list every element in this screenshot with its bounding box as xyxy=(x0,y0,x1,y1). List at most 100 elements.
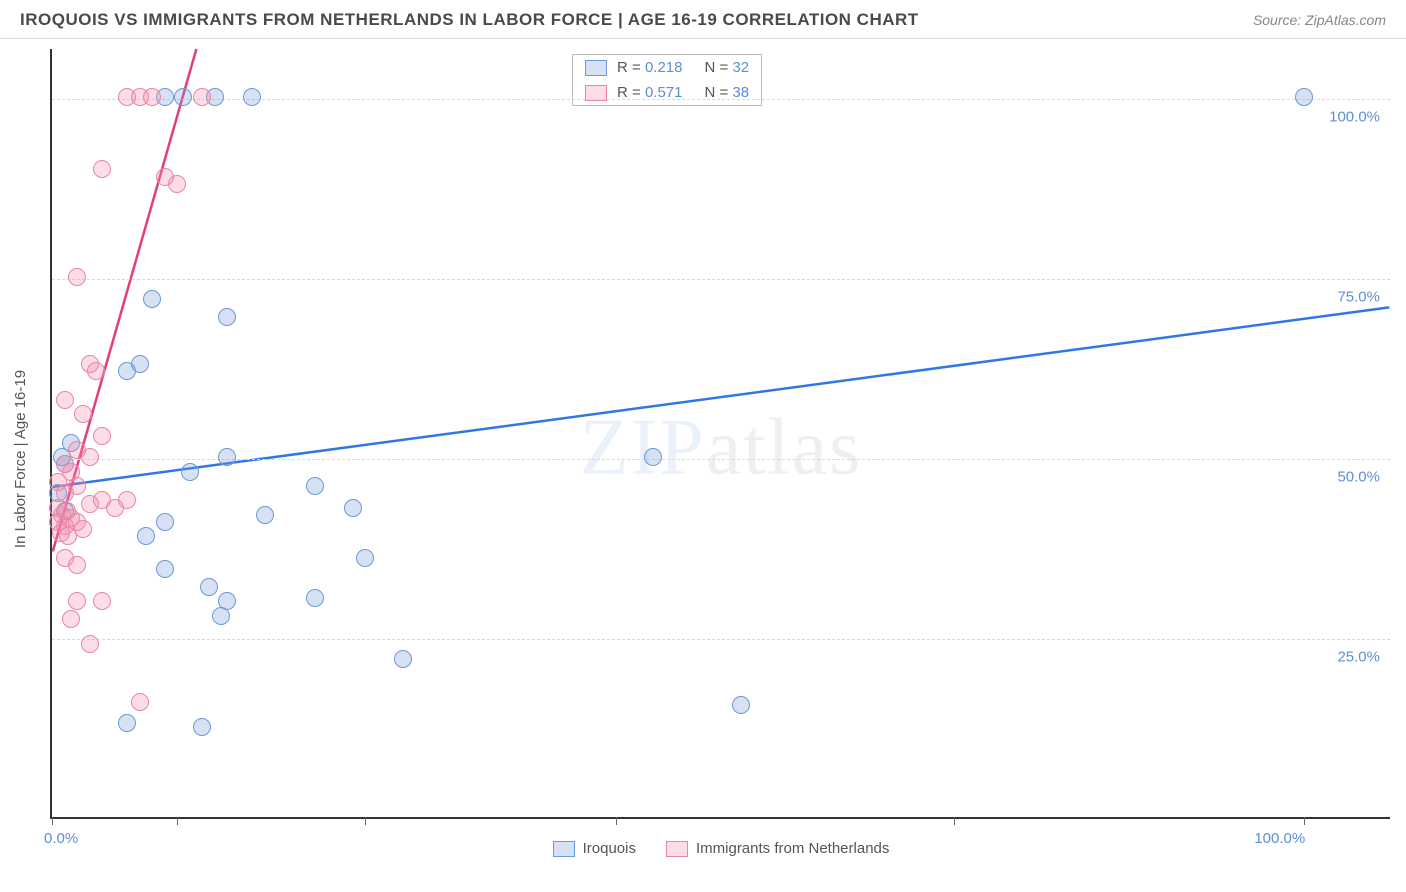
data-point xyxy=(243,88,261,106)
trend-lines xyxy=(52,49,1390,817)
chart-container: In Labor Force | Age 16-19 ZIPatlas R = … xyxy=(0,39,1406,889)
data-point xyxy=(143,290,161,308)
data-point xyxy=(118,362,136,380)
x-tick xyxy=(365,817,366,825)
stats-legend: R = 0.218 N = 32 R = 0.571N = 38 xyxy=(572,54,762,106)
data-point xyxy=(732,696,750,714)
data-point xyxy=(56,455,74,473)
data-point xyxy=(193,88,211,106)
data-point xyxy=(49,473,67,491)
data-point xyxy=(68,513,86,531)
data-point xyxy=(344,499,362,517)
x-tick xyxy=(954,817,955,825)
data-point xyxy=(306,477,324,495)
data-point xyxy=(81,635,99,653)
data-point xyxy=(644,448,662,466)
data-point xyxy=(106,499,124,517)
x-tick xyxy=(52,817,53,825)
data-point xyxy=(118,491,136,509)
data-point xyxy=(87,362,105,380)
data-point xyxy=(68,592,86,610)
scatter-plot: ZIPatlas R = 0.218N = 32R = 0.571N = 38 … xyxy=(50,49,1390,819)
data-point xyxy=(93,592,111,610)
data-point xyxy=(218,308,236,326)
stats-legend-row: R = 0.218 N = 32 xyxy=(573,55,761,80)
legend-swatch xyxy=(553,841,575,857)
legend-swatch xyxy=(585,60,607,76)
data-point xyxy=(56,391,74,409)
stats-legend-row: R = 0.571N = 38 xyxy=(573,80,761,105)
series-legend-item: Iroquois xyxy=(553,840,636,857)
watermark-zip: ZIP xyxy=(580,404,706,492)
data-point xyxy=(131,355,149,373)
legend-r: R = 0.218 xyxy=(617,59,682,76)
data-point xyxy=(62,434,80,452)
data-point xyxy=(56,484,74,502)
data-point xyxy=(81,495,99,513)
data-point xyxy=(156,88,174,106)
data-point xyxy=(131,88,149,106)
trend-line xyxy=(53,49,197,551)
series-legend: Iroquois Immigrants from Netherlands xyxy=(52,840,1390,857)
gridline xyxy=(52,459,1390,460)
data-point xyxy=(56,502,74,520)
data-point xyxy=(212,607,230,625)
data-point xyxy=(93,160,111,178)
data-point xyxy=(218,592,236,610)
data-point xyxy=(53,506,71,524)
data-point xyxy=(93,491,111,509)
data-point xyxy=(62,610,80,628)
data-point xyxy=(118,714,136,732)
data-point xyxy=(1295,88,1313,106)
legend-n: N = 32 xyxy=(704,59,749,76)
watermark-atlas: atlas xyxy=(706,404,863,492)
gridline xyxy=(52,639,1390,640)
x-tick-label: 100.0% xyxy=(1254,830,1305,847)
data-point xyxy=(118,88,136,106)
data-point xyxy=(206,88,224,106)
data-point xyxy=(74,405,92,423)
data-point xyxy=(174,88,192,106)
data-point xyxy=(56,549,74,567)
data-point xyxy=(156,560,174,578)
data-point xyxy=(68,477,86,495)
data-point xyxy=(62,463,80,481)
data-point xyxy=(181,463,199,481)
data-point xyxy=(218,448,236,466)
legend-swatch xyxy=(666,841,688,857)
y-tick-label: 25.0% xyxy=(1337,649,1380,666)
data-point xyxy=(68,441,86,459)
x-tick xyxy=(616,817,617,825)
data-point xyxy=(143,88,161,106)
data-point xyxy=(56,517,74,535)
data-point xyxy=(59,527,77,545)
y-axis-label: In Labor Force | Age 16-19 xyxy=(12,370,29,548)
data-point xyxy=(52,524,70,542)
data-point xyxy=(394,650,412,668)
chart-title: IROQUOIS VS IMMIGRANTS FROM NETHERLANDS … xyxy=(20,10,919,30)
title-bar: IROQUOIS VS IMMIGRANTS FROM NETHERLANDS … xyxy=(0,0,1406,39)
data-point xyxy=(62,509,80,527)
data-point xyxy=(306,589,324,607)
data-point xyxy=(131,693,149,711)
data-point xyxy=(49,484,67,502)
data-point xyxy=(49,499,67,517)
x-tick xyxy=(177,817,178,825)
gridline xyxy=(52,99,1390,100)
data-point xyxy=(74,520,92,538)
source-attribution: Source: ZipAtlas.com xyxy=(1253,12,1386,28)
legend-swatch xyxy=(585,85,607,101)
y-tick-label: 50.0% xyxy=(1337,469,1380,486)
data-point xyxy=(81,355,99,373)
y-tick-label: 100.0% xyxy=(1329,109,1380,126)
data-point xyxy=(56,455,74,473)
series-legend-item: Immigrants from Netherlands xyxy=(666,840,889,857)
data-point xyxy=(68,268,86,286)
data-point xyxy=(68,556,86,574)
data-point xyxy=(137,527,155,545)
x-tick xyxy=(1304,817,1305,825)
data-point xyxy=(193,718,211,736)
data-point xyxy=(356,549,374,567)
data-point xyxy=(93,427,111,445)
data-point xyxy=(156,168,174,186)
